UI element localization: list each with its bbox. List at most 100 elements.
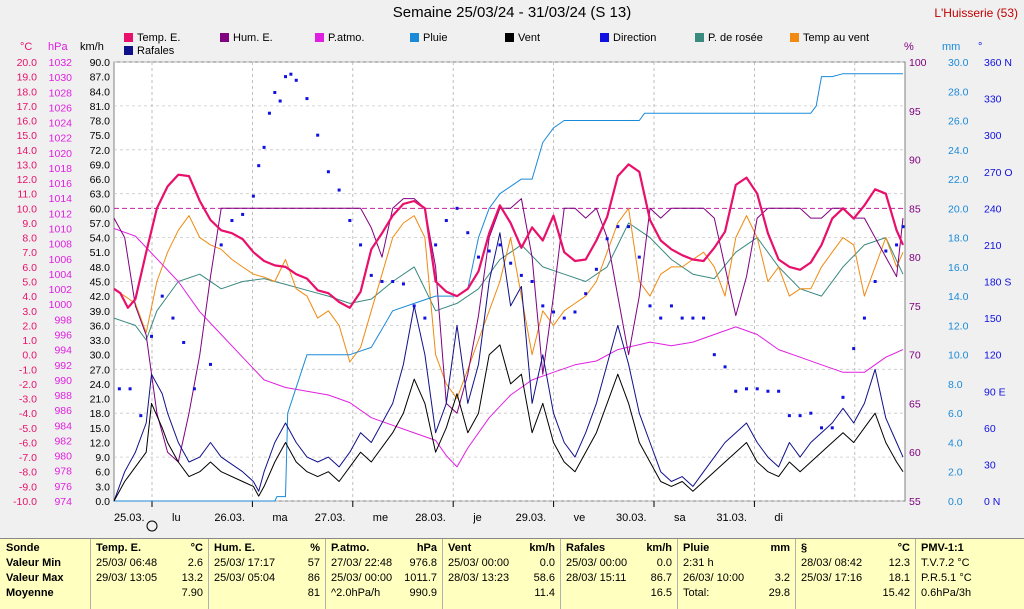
- legend-direction: Direction: [600, 32, 656, 44]
- unit-temp: °C: [20, 41, 33, 53]
- summary-value: 16.5: [650, 587, 672, 599]
- direction-point: [284, 75, 288, 79]
- y-tick-wind: 81.0: [90, 101, 111, 113]
- summary-block: Temp. E. °C 25/03/ 06:48 2.6 29/03/ 13:05 13.…: [90, 539, 209, 609]
- direction-point: [584, 292, 588, 296]
- summary-value: 11.4: [534, 587, 555, 599]
- summary-block: P.atmo. hPa 27/03/ 22:48 976.8 25/03/ 00:00 1…: [325, 539, 443, 609]
- station-name: L'Huisserie (53): [934, 6, 1018, 20]
- legend-label: P. de rosée: [708, 32, 763, 44]
- x-tick-date: 31.03.: [716, 512, 747, 524]
- legend-swatch: [315, 33, 324, 42]
- row-label: Moyenne: [6, 587, 54, 599]
- y-tick-wind: 72.0: [90, 145, 111, 157]
- day-start-marker: [146, 520, 158, 532]
- x-tick-date: 28.03.: [415, 512, 446, 524]
- y-tick-temp: 3.0: [22, 306, 37, 318]
- y-tick-wind: 42.0: [90, 291, 111, 303]
- x-tick-date: 25.03.: [114, 512, 145, 524]
- y-tick-wind: 21.0: [90, 394, 111, 406]
- summary-block-title: Rafales: [566, 542, 606, 554]
- summary-block: PMV-1:1 T.V.7.2 °C P.R.5.1 °C 0.6hPa/3h: [915, 539, 1024, 609]
- direction-point: [369, 273, 373, 277]
- x-tick-date: 29.03.: [516, 512, 547, 524]
- y-tick-temp: 8.0: [22, 233, 37, 245]
- direction-point: [278, 99, 282, 103]
- summary-block-title: P.atmo.: [331, 542, 370, 554]
- series-line-vent: [113, 344, 904, 502]
- summary-date: 26/03/ 10:00: [683, 572, 745, 584]
- legend-rafales: Rafales: [124, 45, 174, 57]
- y-tick-press: 978: [54, 466, 72, 478]
- y-tick-wind: 51.0: [90, 247, 111, 259]
- summary-date: T.V.7.2 °C: [921, 557, 970, 569]
- direction-point: [798, 414, 802, 418]
- summary-block-title: Temp. E.: [96, 542, 142, 554]
- series-line-p-de-ros-e: [113, 222, 904, 341]
- direction-point: [434, 243, 438, 247]
- legend-vent: Vent: [505, 32, 540, 44]
- y-tick-wind: 3.0: [95, 481, 110, 493]
- legend-swatch: [124, 46, 133, 55]
- legend-swatch: [124, 33, 133, 42]
- y-tick-temp: 14.0: [17, 145, 38, 157]
- y-tick-temp: 10.0: [17, 203, 38, 215]
- unit-wind: km/h: [80, 41, 104, 53]
- direction-point: [841, 395, 845, 399]
- summary-date: 25/03/ 00:00: [331, 572, 393, 584]
- y-tick-temp: -3.0: [19, 394, 37, 406]
- y-tick-wind: 63.0: [90, 189, 111, 201]
- direction-point: [326, 170, 330, 174]
- summary-block: Rafales km/h 25/03/ 00:00 0.0 28/03/ 15:11 86…: [560, 539, 678, 609]
- direction-point: [562, 316, 566, 320]
- direction-point: [476, 255, 480, 259]
- y-tick-wind: 30.0: [90, 350, 111, 362]
- legend-label: Temp au vent: [803, 32, 870, 44]
- direction-point: [594, 267, 598, 271]
- y-tick-temp: 20.0: [17, 57, 38, 69]
- summary-value: 0.0: [539, 557, 555, 569]
- y-tick-temp: 12.0: [17, 174, 38, 186]
- y-tick-temp: 17.0: [17, 101, 38, 113]
- x-tick-date: 26.03.: [214, 512, 245, 524]
- legend-patmo: P.atmo.: [315, 32, 365, 44]
- y-tick-wind: 27.0: [90, 364, 111, 376]
- direction-point: [616, 225, 620, 229]
- y-tick-wind: 60.0: [90, 203, 111, 215]
- summary-date: 28/03/ 08:42: [801, 557, 863, 569]
- y-tick-press: 984: [54, 420, 72, 432]
- summary-block: Vent km/h 25/03/ 00:00 0.0 28/03/ 13:23 58.6 1…: [442, 539, 561, 609]
- y-tick-wind: 0.0: [95, 496, 110, 508]
- y-tick-press: 980: [54, 451, 72, 463]
- summary-value: 0.0: [656, 557, 672, 569]
- y-tick-wind: 66.0: [90, 174, 111, 186]
- summary-block-title: §: [801, 542, 808, 554]
- legend-label: Pluie: [423, 32, 448, 44]
- legend-label: Rafales: [137, 45, 175, 57]
- y-tick-hum: 100: [909, 57, 927, 69]
- summary-row-labels: Sonde Valeur Min Valeur Max Moyenne: [0, 539, 90, 609]
- y-tick-press: 1012: [49, 208, 73, 220]
- direction-point: [305, 97, 309, 101]
- y-tick-rain: 4.0: [948, 437, 963, 449]
- y-tick-rain: 6.0: [948, 408, 963, 420]
- y-tick-wind: 48.0: [90, 262, 111, 274]
- y-tick-wind: 54.0: [90, 233, 111, 245]
- y-tick-press: 992: [54, 360, 72, 372]
- series-line-p-atmo-: [113, 228, 904, 468]
- y-tick-temp: -8.0: [19, 467, 37, 479]
- summary-date: 2:31 h: [683, 557, 714, 569]
- unit-press: hPa: [48, 41, 68, 53]
- y-tick-temp: -10.0: [13, 496, 37, 508]
- y-tick-wind: 78.0: [90, 116, 111, 128]
- summary-date: 25/03/ 17:17: [214, 557, 276, 569]
- direction-point: [637, 255, 641, 259]
- direction-point: [852, 347, 856, 351]
- series-line-temp-au-vent: [113, 207, 904, 400]
- direction-point: [455, 206, 459, 210]
- y-tick-hum: 80: [909, 252, 921, 264]
- direction-point: [669, 304, 673, 308]
- y-tick-press: 1006: [49, 254, 73, 266]
- y-tick-dir: 360 N: [984, 57, 1012, 69]
- direction-point: [530, 280, 534, 283]
